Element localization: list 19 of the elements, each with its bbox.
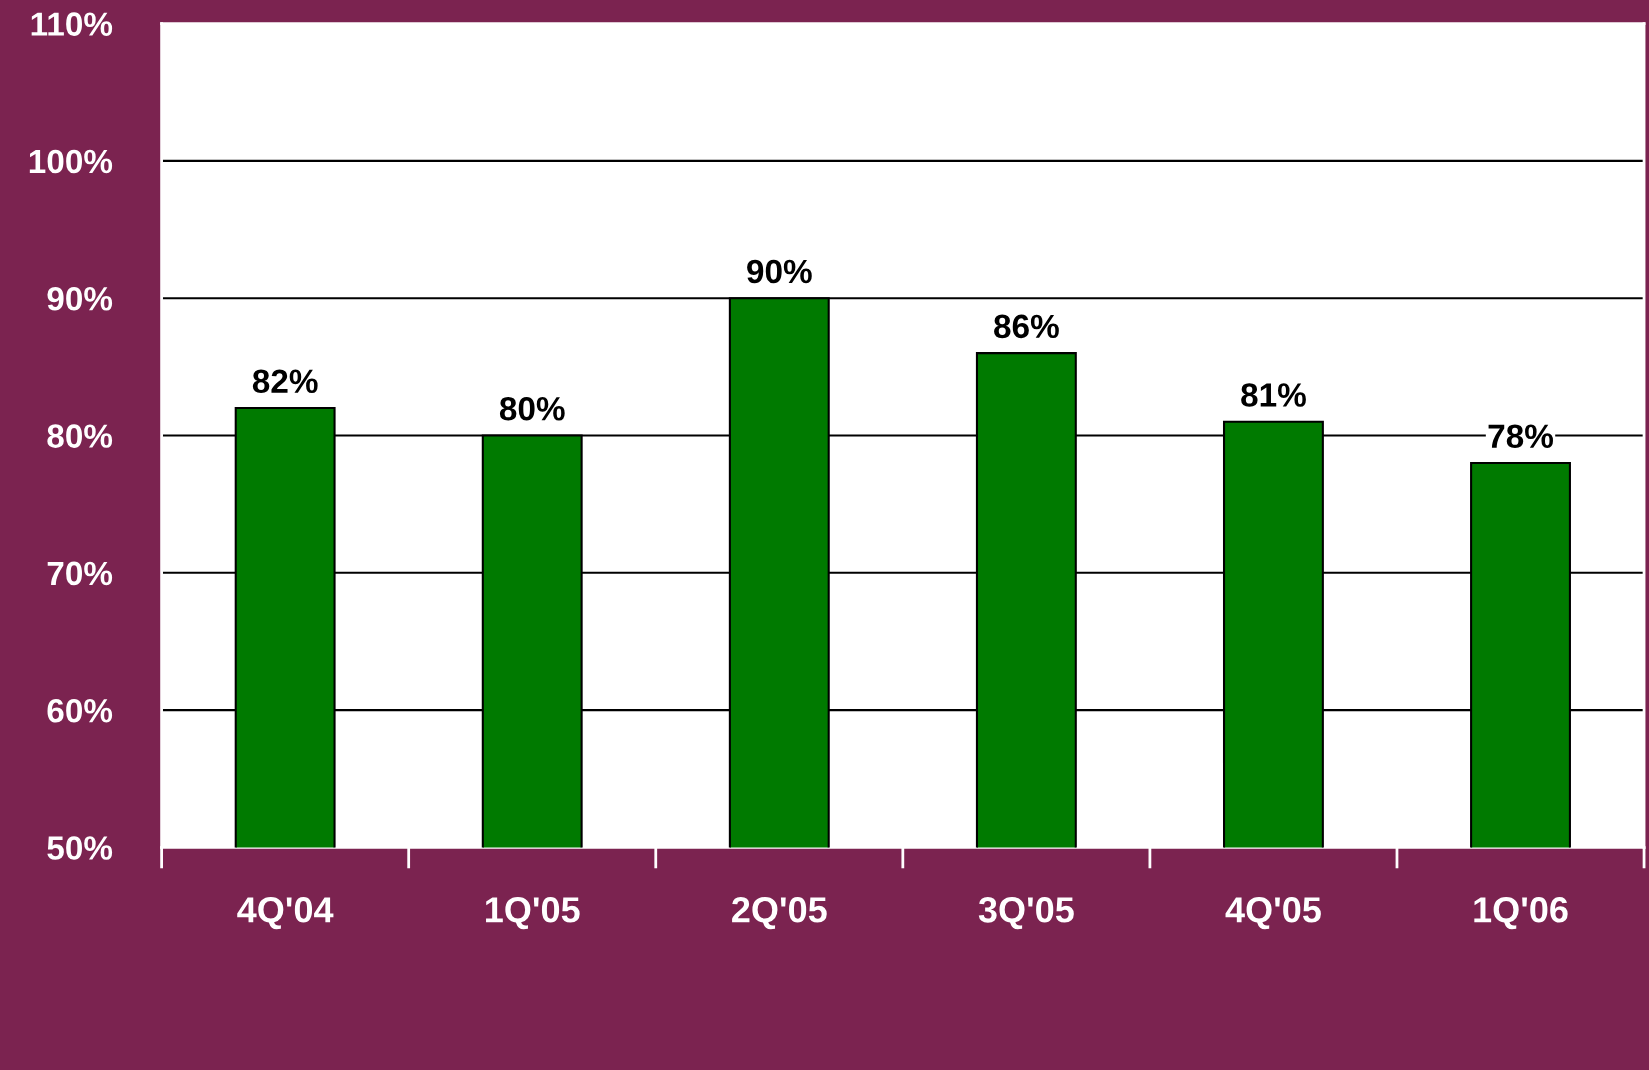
y-tick-label: 60%: [47, 698, 113, 723]
y-tick-label: 90%: [47, 286, 113, 311]
x-tick-label: 4Q'05: [1225, 897, 1321, 930]
y-tick-label: 100%: [29, 149, 113, 174]
y-tick-label: 70%: [47, 561, 113, 586]
x-tick-label: 4Q'04: [237, 897, 334, 930]
x-tick-label: 1Q'05: [486, 897, 580, 930]
data-label: 81%: [1241, 383, 1306, 407]
x-tick-label: 2Q'05: [732, 897, 827, 930]
data-label: 86%: [994, 314, 1059, 339]
data-label: 90%: [747, 259, 812, 284]
x-tick-label: 1Q'06: [1474, 897, 1568, 930]
x-tick-label: 3Q'05: [978, 897, 1074, 930]
data-label: 82%: [252, 369, 318, 394]
y-tick-label: 50%: [47, 836, 113, 860]
data-label: 78%: [1488, 424, 1553, 449]
y-tick-label: 80%: [47, 424, 113, 448]
y-tick-label: 110%: [31, 12, 113, 36]
data-label: 80%: [499, 396, 565, 421]
